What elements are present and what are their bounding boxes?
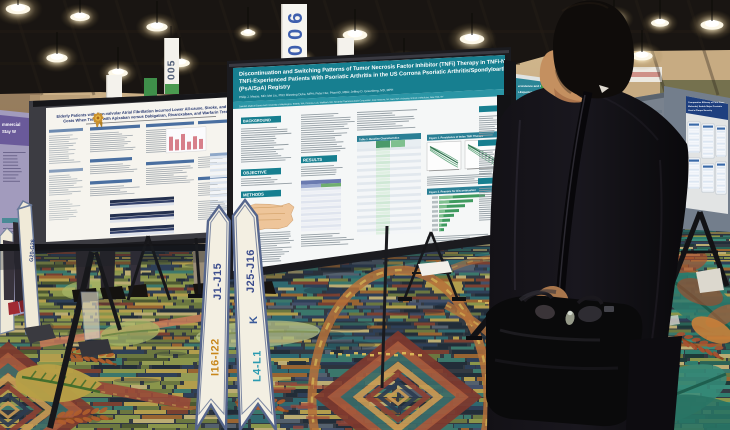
svg-text:Stay W: Stay W [2, 129, 16, 134]
svg-text:METHODS: METHODS [243, 192, 264, 198]
svg-text:006: 006 [285, 8, 307, 56]
svg-text:J1-J15: J1-J15 [212, 263, 224, 300]
svg-text:OBJECTIVE: OBJECTIVE [243, 169, 267, 175]
svg-text:Comparative Efficacy of First: Comparative Efficacy of First Conv [688, 101, 725, 104]
svg-text:005: 005 [166, 59, 178, 80]
svg-text:Used a Plaque Severity: Used a Plaque Severity [688, 109, 713, 112]
svg-text:I16-I22: I16-I22 [210, 338, 222, 376]
svg-text:mmercial: mmercial [2, 122, 20, 127]
svg-text:Philip J. Mease, MD; Mei Liu,: Philip J. Mease, MD; Mei Liu, PhD; Bless… [239, 88, 393, 99]
svg-text:RESULTS: RESULTS [303, 157, 322, 163]
svg-text:G20-G26: G20-G26 [29, 239, 37, 262]
svg-text:Figure 2. Reasons for Disconti: Figure 2. Reasons for Discontinuation [429, 188, 476, 194]
svg-text:Figure 1. Persistence of Index: Figure 1. Persistence of Index TNFi Ther… [429, 133, 484, 140]
svg-text:(PsA/SpA) Registry: (PsA/SpA) Registry [239, 84, 291, 92]
svg-text:BACKGROUND: BACKGROUND [243, 118, 271, 123]
svg-text:K: K [248, 316, 260, 324]
svg-text:J25-J16: J25-J16 [245, 249, 257, 293]
svg-text:Table 1. Baseline Characterist: Table 1. Baseline Characteristics [359, 135, 400, 141]
svg-text:Molecule) Switch Major Psoriat: Molecule) Switch Major Psoriatic [688, 105, 723, 108]
svg-text:L4-L1: L4-L1 [252, 350, 264, 382]
